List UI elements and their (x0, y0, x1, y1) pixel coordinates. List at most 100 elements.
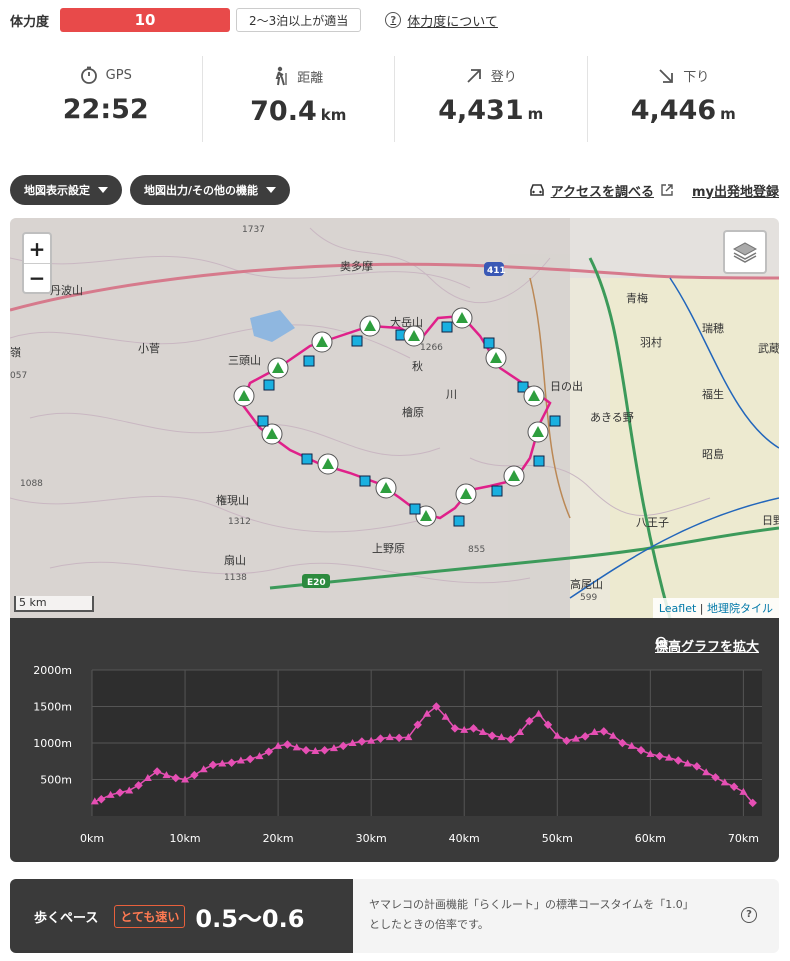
place-label: 大岳山 (390, 315, 423, 329)
waypoint-marker[interactable] (301, 453, 313, 465)
elevation-point (441, 712, 450, 720)
elevation-point (218, 759, 227, 767)
x-axis-ticks: 0km 10km 20km 30km 40km 50km 60km 70km (80, 832, 759, 845)
waypoint-marker[interactable] (257, 415, 269, 427)
place-label: 福生 (702, 387, 724, 401)
waypoint-marker[interactable] (303, 355, 315, 367)
leaflet-link[interactable]: Leaflet (658, 602, 697, 615)
elevation-point (115, 788, 125, 797)
map-toolbar: 地図表示設定 地図出力/その他の機能 アクセスを調べる my出発地登録 (10, 175, 779, 205)
y-tick-label: 1500m (33, 701, 72, 714)
elevation-point (646, 749, 655, 757)
waypoint-marker[interactable] (533, 455, 545, 467)
x-tick-label: 40km (449, 832, 480, 845)
peak-icon (316, 336, 328, 347)
peak-icon (238, 390, 250, 401)
elevation-point (609, 731, 618, 739)
contour-lines (10, 227, 711, 584)
place-label: 日野 (762, 514, 779, 527)
waypoint-marker[interactable] (441, 321, 453, 333)
layers-button[interactable] (723, 230, 767, 274)
elevation-point (627, 741, 636, 749)
peak-icon (266, 428, 278, 439)
stat-ascent-label: 登り (490, 70, 517, 85)
waypoint-marker[interactable] (491, 485, 503, 497)
y-tick-label: 2000m (33, 664, 72, 677)
fitness-label: 体力度 (10, 14, 50, 30)
place-labels: 丹波山 奥多摩 小菅 三頭山 青梅 瑞穂 羽村 武蔵 日の出 あきる野 福生 昭… (10, 259, 779, 591)
my-departure-link[interactable]: my出発地登録 (691, 184, 779, 200)
elevation-label: 1088 (20, 479, 43, 489)
place-label: あきる野 (590, 411, 634, 424)
route-map[interactable]: 丹波山 奥多摩 小菅 三頭山 青梅 瑞穂 羽村 武蔵 日の出 あきる野 福生 昭… (10, 218, 779, 618)
elevation-point (571, 734, 580, 742)
arrow-up-right-icon (467, 68, 481, 83)
place-label: 三頭山 (228, 354, 261, 367)
pace-panel: 歩くペース とても速い 0.5〜0.6 ヤマレコの計画機能「らくルート」の標準コ… (10, 879, 779, 953)
scale-bar: 5 km (14, 596, 94, 612)
elevation-point (683, 759, 692, 767)
zoom-out-button[interactable]: − (24, 263, 50, 292)
hiker-icon (275, 66, 287, 86)
elevation-point (534, 709, 543, 717)
place-label: 小菅 (138, 342, 160, 355)
terrain-shading (10, 218, 779, 618)
waypoint-marker[interactable] (351, 335, 363, 347)
fitness-help-link[interactable]: ? 体力度について (385, 11, 498, 30)
place-label: 八王子 (636, 516, 669, 529)
elevation-point (199, 765, 208, 773)
waypoint-marker[interactable] (409, 503, 421, 515)
place-label: 権現山 (216, 493, 249, 507)
access-link-label: アクセスを調べる (550, 184, 654, 200)
fitness-level: 10 (134, 11, 156, 29)
waypoint-marker[interactable] (549, 415, 561, 427)
waypoint-marker[interactable] (483, 337, 495, 349)
elevation-label: 1312 (228, 517, 251, 527)
pace-description-line: としたときの倍率です。 (369, 918, 489, 931)
peak-icon (364, 320, 376, 331)
elevation-point (739, 787, 748, 795)
elevation-label: 855 (468, 545, 485, 555)
waypoint-marker[interactable] (517, 381, 529, 393)
place-label: 扇山 (224, 553, 246, 567)
elevation-point (106, 790, 115, 798)
map-settings-dropdown[interactable]: 地図表示設定 (10, 175, 122, 205)
stat-distance-value: 70.4 (250, 96, 317, 127)
x-tick-label: 30km (356, 832, 387, 845)
elevation-point (553, 731, 562, 739)
external-link-icon (661, 184, 673, 196)
elevation-label: 1737 (242, 225, 265, 235)
map-canvas[interactable]: 丹波山 奥多摩 小菅 三頭山 青梅 瑞穂 羽村 武蔵 日の出 あきる野 福生 昭… (10, 218, 779, 618)
access-link[interactable]: アクセスを調べる (529, 181, 674, 200)
peak-icon (508, 470, 520, 481)
elevation-point (329, 744, 338, 752)
elevation-point (236, 756, 245, 764)
elevation-point (469, 724, 478, 733)
elevation-point (450, 724, 460, 733)
road-label: 411 (487, 266, 506, 276)
x-tick-label: 0km (80, 832, 104, 845)
stat-gps-value: 22:52 (62, 94, 149, 125)
stats-panel: GPS 22:52 距離 70.4 km 登り 4,431 m 下り 4,446 m (10, 56, 779, 142)
tiles-link[interactable]: 地理院タイル (707, 602, 773, 615)
peak-icon (460, 488, 472, 499)
map-export-dropdown[interactable]: 地図出力/その他の機能 (130, 175, 291, 205)
fitness-level-bar: 10 (60, 8, 230, 32)
place-label: 丹波山 (50, 284, 83, 297)
waypoint-marker[interactable] (263, 379, 275, 391)
peak-icon (408, 330, 420, 341)
elevation-point (152, 767, 162, 776)
waypoint-marker[interactable] (453, 515, 465, 527)
zoom-in-button[interactable]: + (28, 236, 46, 261)
fitness-note: 2〜3泊以上が適当 (236, 8, 362, 32)
waypoint-marker[interactable] (359, 475, 371, 487)
elevation-point (181, 775, 190, 783)
expand-elevation-link[interactable]: 標高グラフを拡大 (655, 636, 759, 655)
elevation-point (702, 768, 711, 776)
elevation-label: 1266 (420, 343, 443, 353)
elevation-point (432, 702, 441, 711)
question-icon[interactable]: ? (741, 907, 757, 923)
peak-icon (532, 426, 544, 437)
stat-descent-label: 下り (683, 70, 710, 85)
expand-elevation-label: 標高グラフを拡大 (654, 640, 759, 655)
